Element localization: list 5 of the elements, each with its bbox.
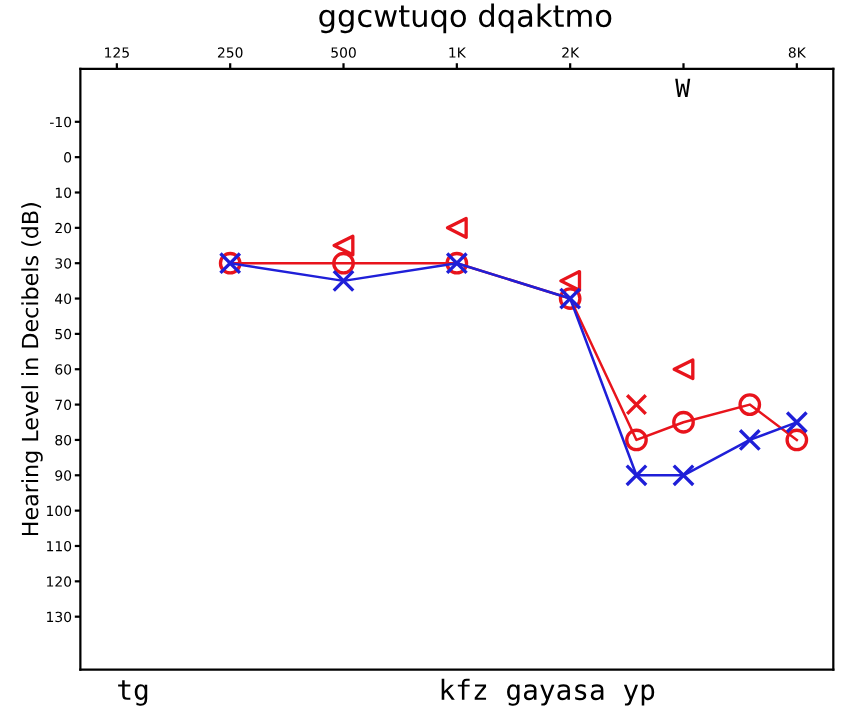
chart-title: ggcwtuqo dqaktmo — [319, 3, 612, 34]
annotation: W — [675, 78, 691, 97]
text: kfz gayasa yp — [441, 678, 655, 706]
y-axis-title: Hearing Level in Decibels (dB) — [21, 203, 43, 536]
text: tg — [118, 680, 148, 706]
